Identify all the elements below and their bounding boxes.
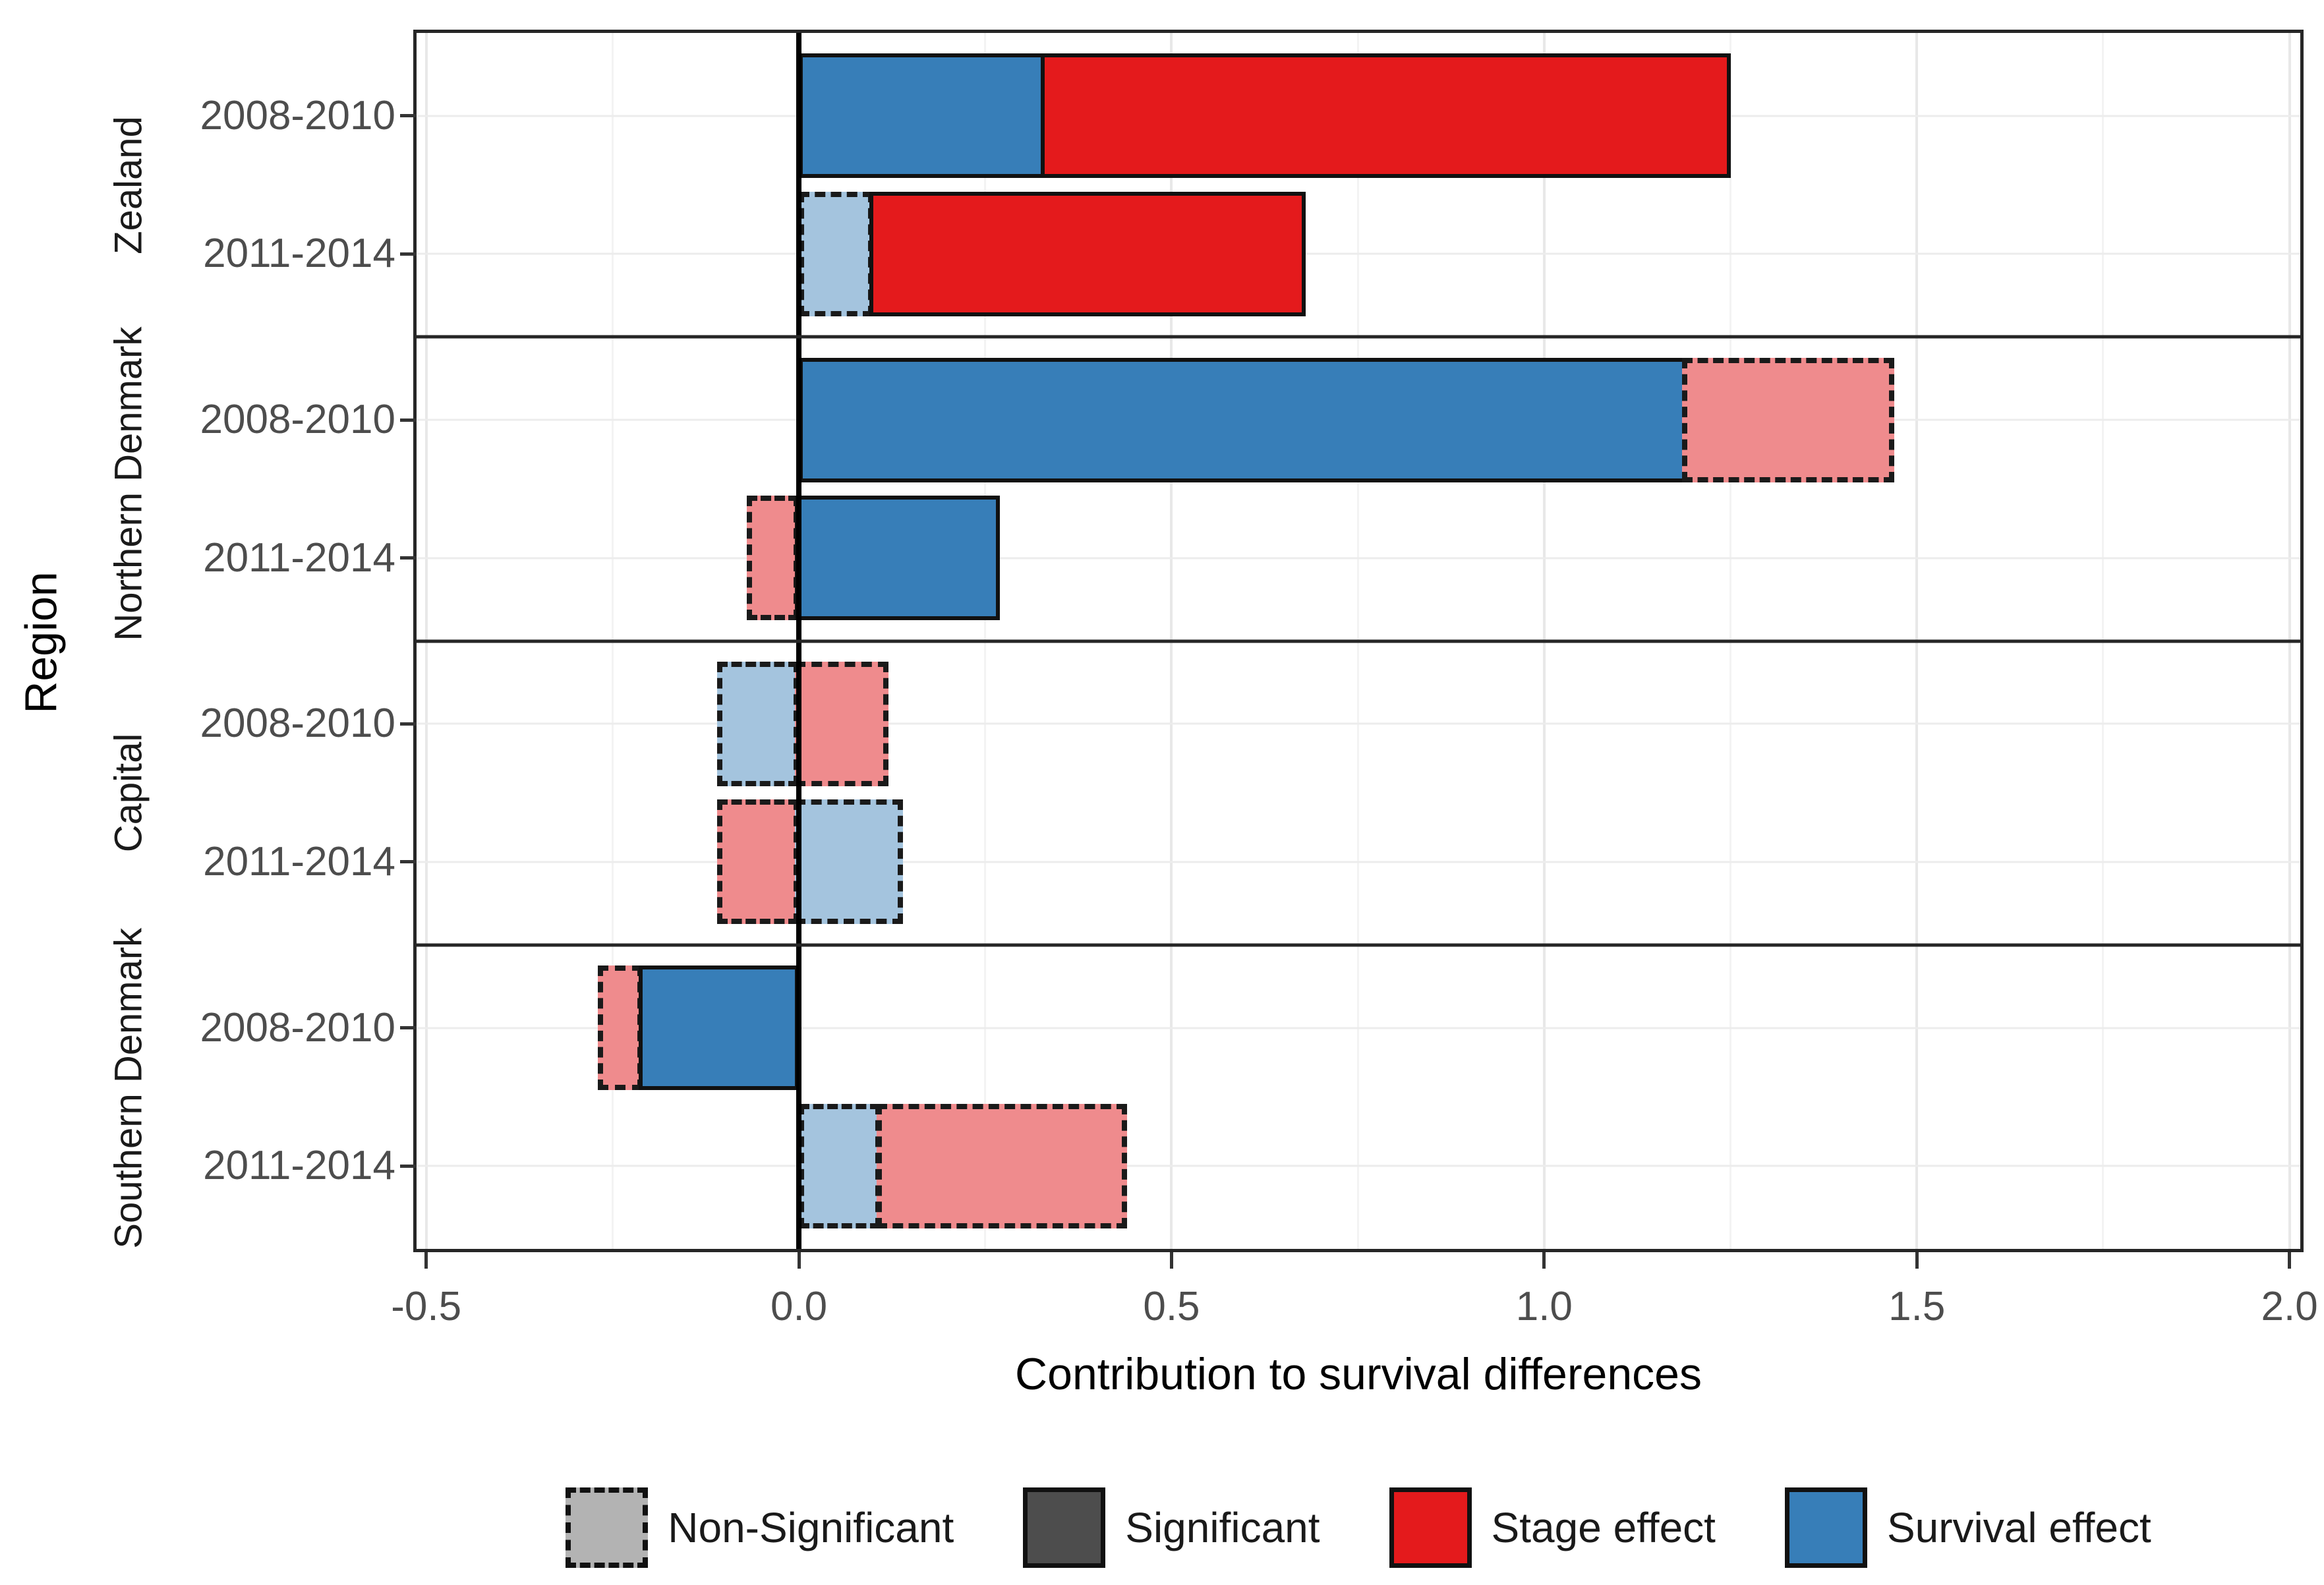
legend-item-non-significant: Non-Significant (566, 1487, 954, 1568)
gridline-horizontal (417, 1027, 2300, 1029)
legend-item-stage-effect: Stage effect (1389, 1487, 1716, 1568)
facet-strip-label-region: Northern Denmark (107, 326, 150, 641)
y-axis-label-period: 2011-2014 (203, 838, 395, 884)
legend-label: Stage effect (1491, 1504, 1716, 1551)
legend-label: Significant (1125, 1504, 1320, 1551)
x-axis-tick (1542, 1252, 1546, 1269)
y-axis-label-period: 2011-2014 (203, 231, 395, 277)
bar-segment-survival-nonsignificant (799, 1103, 881, 1228)
x-axis-label-value: 1.5 (1888, 1284, 1946, 1329)
legend-item-significant: Significant (1023, 1487, 1320, 1568)
legend-item-survival-effect: Survival effect (1784, 1487, 2151, 1568)
x-axis-label-value: -0.5 (391, 1284, 462, 1329)
x-axis-label-value: 1.0 (1515, 1284, 1573, 1329)
x-axis-tick (797, 1252, 801, 1269)
x-axis-tick (2288, 1252, 2292, 1269)
facet-strip-label-region: Southern Denmark (107, 928, 150, 1249)
plot-area (413, 30, 2304, 1252)
facet-strip-label-region: Capital (107, 733, 150, 853)
legend-key-non-significant (566, 1487, 649, 1568)
legend-key-significant (1023, 1487, 1106, 1568)
x-axis-tick (1915, 1252, 1919, 1269)
bar-segment-stage-nonsignificant (716, 799, 799, 925)
bar-segment-stage-nonsignificant (877, 1103, 1127, 1228)
facet-panel-divider (417, 943, 2300, 947)
y-axis-tick (400, 114, 417, 118)
gridline-horizontal (417, 722, 2300, 725)
bar-segment-stage-nonsignificant (746, 496, 799, 621)
bar-segment-stage-nonsignificant (1681, 357, 1895, 482)
y-axis-tick (400, 722, 417, 726)
bar-segment-survival-significant (799, 357, 1686, 482)
legend-key-stage-effect (1389, 1487, 1472, 1568)
y-axis-label-period: 2008-2010 (200, 1004, 396, 1051)
legend-label: Survival effect (1886, 1504, 2151, 1551)
bar-segment-stage-significant (1041, 53, 1731, 179)
y-axis-tick (400, 418, 417, 422)
y-axis-tick (400, 252, 417, 256)
gridline-horizontal (417, 252, 2300, 255)
gridline-horizontal (417, 557, 2300, 560)
legend-label: Non-Significant (668, 1504, 954, 1551)
y-axis-label-period: 2011-2014 (203, 534, 395, 581)
y-axis-tick (400, 860, 417, 864)
y-axis-tick (400, 556, 417, 560)
gridline-horizontal (417, 861, 2300, 863)
legend-key-survival-effect (1784, 1487, 1867, 1568)
x-axis-label-value: 0.0 (770, 1284, 828, 1329)
y-axis-label-period: 2011-2014 (203, 1143, 395, 1189)
bar-segment-survival-nonsignificant (795, 799, 904, 925)
y-axis-label-period: 2008-2010 (200, 92, 396, 138)
bar-segment-survival-nonsignificant (716, 661, 799, 786)
gridline-horizontal (417, 1165, 2300, 1167)
facet-strip-label-region: Zealand (107, 115, 150, 254)
y-axis-title: Region (16, 571, 67, 714)
bar-segment-survival-significant (799, 53, 1045, 179)
legend: Non-Significant Significant Stage effect Su… (417, 1482, 2300, 1574)
y-axis-label-period: 2008-2010 (200, 397, 396, 443)
facet-panel-divider (417, 639, 2300, 643)
bar-segment-survival-significant (638, 965, 799, 1091)
facet-panel-divider (417, 335, 2300, 339)
y-axis-tick (400, 1164, 417, 1168)
bar-segment-survival-nonsignificant (799, 191, 874, 316)
x-axis-label-value: 0.5 (1143, 1284, 1200, 1329)
y-axis-tick (400, 1026, 417, 1030)
bar-segment-stage-nonsignificant (795, 661, 888, 786)
x-axis-label-value: 2.0 (2261, 1284, 2318, 1329)
bar-segment-stage-significant (869, 191, 1306, 316)
x-axis-tick (1169, 1252, 1173, 1269)
x-axis-tick (424, 1252, 428, 1269)
x-axis-title: Contribution to survival differences (1015, 1349, 1702, 1399)
bar-segment-survival-significant (795, 496, 1001, 621)
y-axis-label-period: 2008-2010 (200, 701, 396, 747)
bar-segment-stage-nonsignificant (597, 965, 643, 1091)
